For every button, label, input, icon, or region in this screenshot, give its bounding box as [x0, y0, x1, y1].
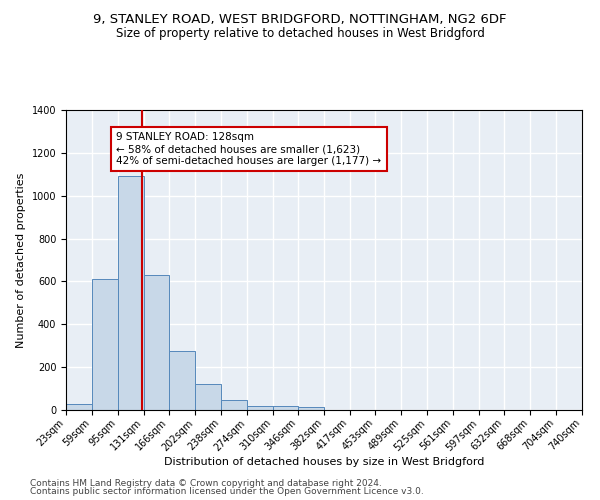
Bar	[169, 351, 195, 410]
Bar	[247, 406, 272, 410]
Bar	[144, 275, 169, 410]
Bar	[118, 176, 144, 410]
Bar	[221, 400, 247, 410]
X-axis label: Distribution of detached houses by size in West Bridgford: Distribution of detached houses by size …	[164, 457, 484, 467]
Bar	[92, 280, 118, 410]
Y-axis label: Number of detached properties: Number of detached properties	[16, 172, 26, 348]
Text: Contains public sector information licensed under the Open Government Licence v3: Contains public sector information licen…	[30, 487, 424, 496]
Bar	[298, 408, 325, 410]
Bar	[66, 404, 92, 410]
Bar	[195, 384, 221, 410]
Text: 9, STANLEY ROAD, WEST BRIDGFORD, NOTTINGHAM, NG2 6DF: 9, STANLEY ROAD, WEST BRIDGFORD, NOTTING…	[93, 12, 507, 26]
Text: Contains HM Land Registry data © Crown copyright and database right 2024.: Contains HM Land Registry data © Crown c…	[30, 478, 382, 488]
Bar	[272, 406, 298, 410]
Text: Size of property relative to detached houses in West Bridgford: Size of property relative to detached ho…	[116, 28, 484, 40]
Text: 9 STANLEY ROAD: 128sqm
← 58% of detached houses are smaller (1,623)
42% of semi-: 9 STANLEY ROAD: 128sqm ← 58% of detached…	[116, 132, 382, 166]
